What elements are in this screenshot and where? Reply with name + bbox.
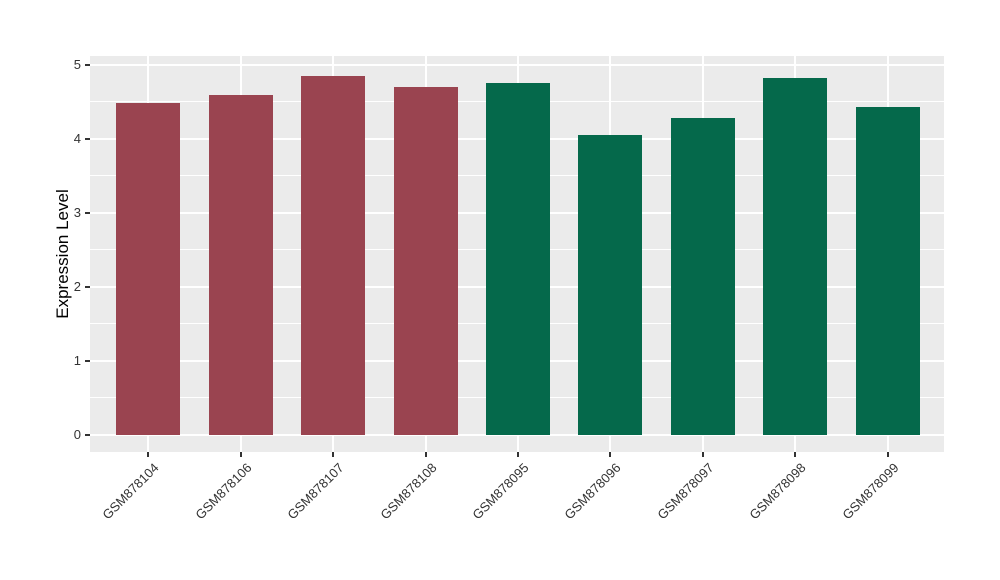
x-tick-label: GSM878104: [99, 460, 162, 523]
y-tick-mark: [85, 433, 90, 436]
x-tick-label: GSM878096: [561, 460, 624, 523]
x-tick-mark: [332, 452, 335, 457]
x-tick-mark: [886, 452, 889, 457]
x-tick-label: GSM878108: [376, 460, 440, 523]
bar-GSM878104: [116, 103, 181, 435]
y-tick-label: 5: [73, 57, 81, 72]
bar-GSM878107: [301, 76, 366, 435]
y-tick-mark: [85, 137, 90, 140]
x-tick-label: GSM878098: [746, 460, 809, 523]
y-tick-mark: [85, 64, 90, 66]
x-tick-label: GSM878097: [654, 460, 717, 523]
x-tick-label: GSM878099: [838, 460, 902, 523]
x-tick-mark: [794, 452, 797, 457]
y-tick-label: 1: [73, 352, 81, 368]
x-tick-mark: [701, 452, 704, 457]
bar-GSM878108: [393, 87, 458, 435]
bar-GSM878097: [670, 118, 735, 435]
x-tick-mark: [239, 452, 242, 457]
y-tick-label: 3: [73, 204, 81, 220]
x-tick-label: GSM878106: [192, 460, 255, 523]
bar-GSM878099: [855, 107, 920, 435]
y-tick-mark: [85, 211, 90, 214]
x-tick-mark: [516, 452, 519, 457]
bar-GSM878098: [763, 78, 828, 435]
x-tick-label: GSM878107: [284, 460, 347, 523]
x-tick-mark: [609, 452, 612, 457]
x-tick-mark: [147, 452, 150, 457]
x-tick-label: GSM878095: [469, 460, 532, 523]
y-tick-label: 2: [73, 278, 81, 294]
bar-GSM878096: [578, 135, 643, 435]
y-tick-label: 4: [73, 130, 81, 146]
y-tick-mark: [85, 359, 90, 362]
bar-GSM878106: [208, 95, 273, 435]
plot-panel: [90, 56, 944, 452]
y-tick-label: 0: [73, 426, 81, 442]
y-tick-mark: [85, 285, 90, 288]
bar-GSM878095: [485, 82, 550, 435]
x-tick-mark: [424, 452, 427, 457]
